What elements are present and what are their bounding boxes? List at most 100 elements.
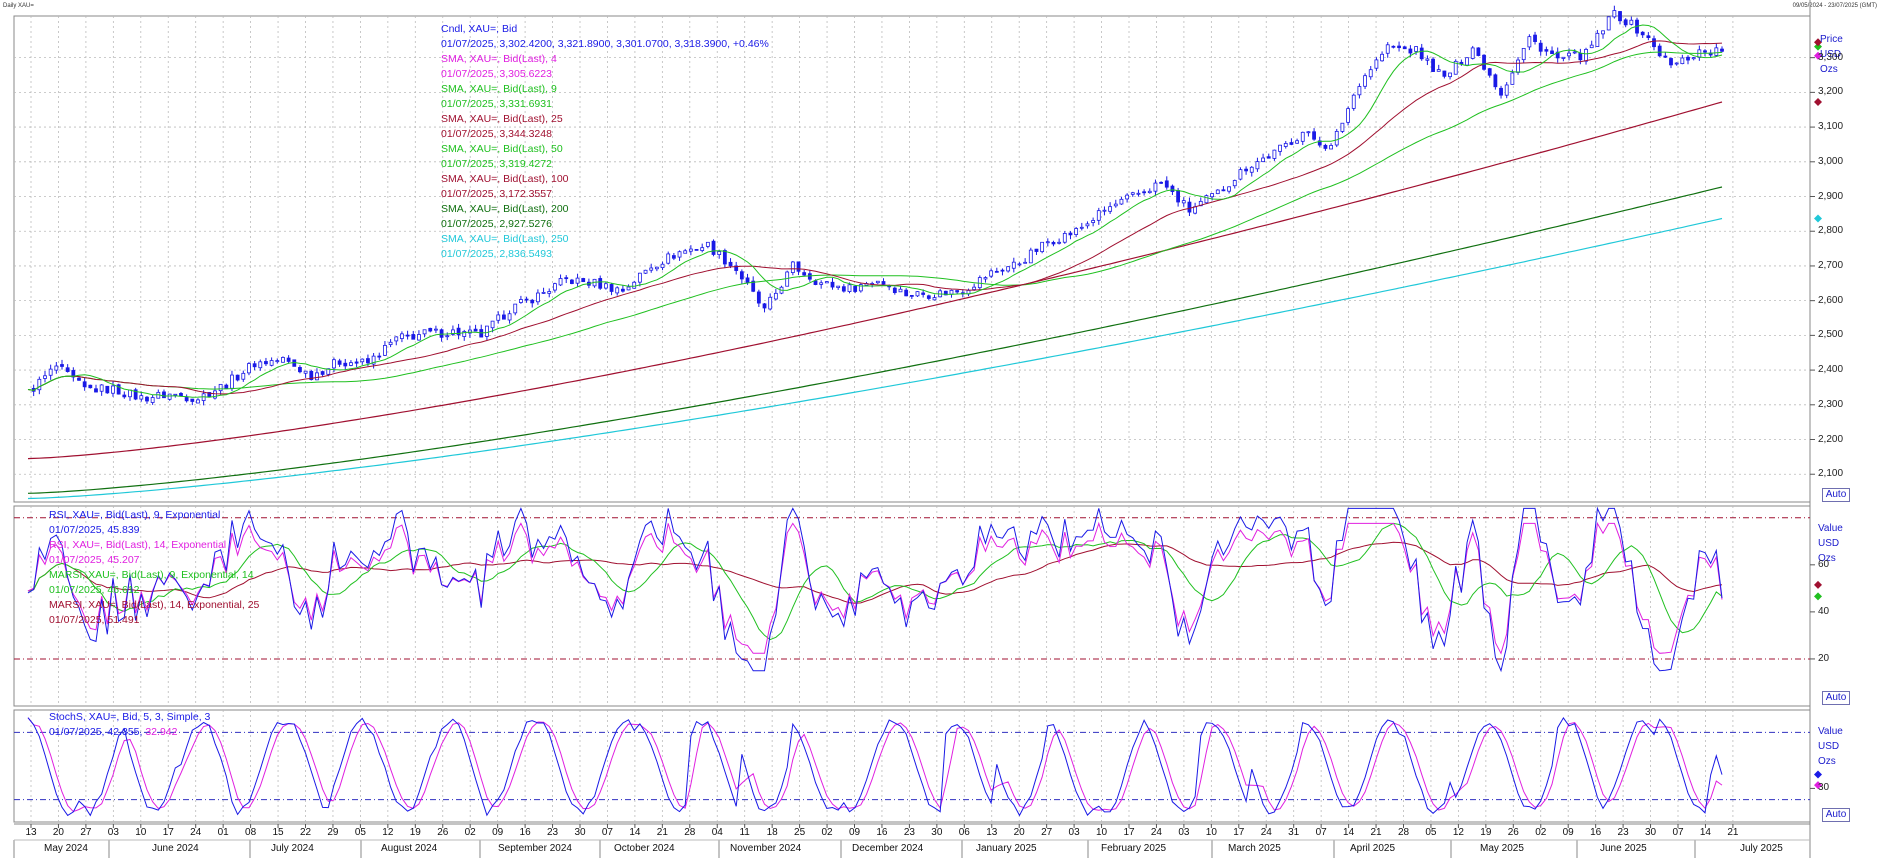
candle-body: [1085, 223, 1090, 227]
candle-body: [349, 362, 353, 366]
x-month-label: February 2025: [1101, 843, 1167, 854]
candle-body: [552, 283, 557, 291]
price-y-tick-label: 2,800: [1818, 225, 1844, 237]
rsi-auto-button[interactable]: Auto: [1822, 691, 1850, 705]
candle-body: [1113, 203, 1118, 207]
candle-body: [400, 333, 404, 339]
x-day-label: 14: [629, 827, 641, 838]
candle-body: [819, 282, 824, 285]
candle-body: [1255, 161, 1260, 170]
candle-body: [949, 289, 954, 295]
title-bar: Daily XAU= 09/05/2024 - 23/07/2025 (GMT): [0, 0, 1882, 14]
legend-entry: MARSI, XAU=, Bid(Last), 14, Exponential,…: [49, 599, 260, 611]
x-day-label: 23: [903, 827, 915, 838]
candle-body: [1272, 149, 1277, 159]
candle-body: [671, 255, 676, 259]
candle-body: [541, 292, 546, 294]
candle-body: [700, 247, 705, 251]
candle-body: [167, 393, 172, 400]
x-day-label: 17: [1233, 827, 1245, 838]
last-value-marker: [1814, 51, 1822, 60]
candle-body: [745, 277, 750, 283]
candle-body: [1289, 142, 1294, 145]
x-month-label: December 2024: [852, 843, 924, 854]
candle-body: [417, 334, 421, 341]
x-month-label: June 2025: [1600, 843, 1647, 854]
candle-body: [1703, 50, 1707, 53]
candle-body: [1391, 45, 1396, 48]
candle-body: [434, 328, 438, 331]
x-month-label: July 2025: [1740, 843, 1783, 854]
date-range: 09/05/2024 - 23/07/2025 (GMT): [1792, 3, 1877, 9]
candle-body: [1448, 72, 1452, 78]
candle-body: [37, 378, 42, 391]
x-day-label: 21: [1370, 827, 1382, 838]
candle-body: [422, 329, 427, 335]
x-day-label: 19: [1480, 827, 1492, 838]
x-day-label: 18: [766, 827, 778, 838]
x-day-label: 24: [1260, 827, 1272, 838]
legend-entry: SMA, XAU=, Bid(Last), 100: [441, 173, 569, 185]
candle-body: [105, 385, 110, 394]
x-day-label: 20: [52, 827, 64, 838]
x-day-label: 10: [135, 827, 147, 838]
candle-body: [82, 381, 87, 388]
legend-entry: SMA, XAU=, Bid(Last), 200: [441, 203, 569, 215]
candle-body: [722, 250, 727, 265]
candle-body: [332, 359, 336, 369]
x-month-label: July 2024: [271, 843, 314, 854]
stoch-auto-button[interactable]: Auto: [1822, 808, 1850, 822]
legend-entry: 01/07/2025, 3,331.6931: [441, 98, 552, 110]
candle-body: [802, 272, 807, 276]
legend-entry: RSI, XAU=, Bid(Last), 9, Exponential: [49, 509, 221, 521]
x-day-label: 30: [574, 827, 586, 838]
x-day-label: 16: [876, 827, 888, 838]
candle-body: [1714, 47, 1719, 56]
last-value-marker: [1814, 592, 1822, 601]
candle-body: [77, 377, 81, 381]
price-y-tick-label: 3,300: [1818, 51, 1844, 63]
candle-body: [309, 370, 314, 380]
last-value-marker: [1814, 214, 1822, 223]
candle-body: [139, 395, 144, 400]
candle-body: [145, 396, 149, 402]
x-month-label: November 2024: [730, 843, 802, 854]
candle-body: [1323, 144, 1328, 149]
candle-body: [1612, 10, 1617, 18]
x-day-label: 17: [1123, 827, 1135, 838]
candle-body: [892, 287, 897, 294]
legend-entry: SMA, XAU=, Bid(Last), 4: [441, 53, 557, 65]
candle-body: [841, 286, 846, 292]
candle-body: [507, 313, 512, 321]
x-day-label: 26: [1507, 827, 1519, 838]
last-value-marker: [1814, 580, 1822, 589]
candle-body: [1533, 34, 1537, 42]
x-day-label: 05: [354, 827, 366, 838]
x-day-label: 09: [1562, 827, 1574, 838]
candle-body: [603, 283, 608, 289]
candle-body: [1618, 11, 1622, 22]
candle-body: [1691, 57, 1696, 60]
candle-body: [858, 284, 863, 292]
candle-body: [1153, 182, 1158, 192]
candle-body: [1329, 145, 1333, 150]
candle-body: [162, 391, 166, 399]
x-day-label: 29: [327, 827, 339, 838]
x-day-label: 07: [1672, 827, 1684, 838]
x-day-label: 27: [1041, 827, 1053, 838]
sma-100-line: [27, 101, 1723, 460]
candle-body: [128, 389, 132, 398]
candle-body: [932, 297, 937, 301]
x-day-label: 20: [1013, 827, 1025, 838]
candle-body: [303, 370, 308, 374]
candle-body: [654, 266, 659, 270]
price-y-tick-label: 2,300: [1818, 398, 1844, 410]
price-y-tick-label: 2,400: [1818, 364, 1844, 376]
candle-body: [609, 284, 614, 292]
candle-body: [320, 371, 325, 375]
candle-body: [133, 389, 138, 400]
legend-entry: SMA, XAU=, Bid(Last), 250: [441, 233, 569, 245]
price-auto-button[interactable]: Auto: [1822, 488, 1850, 502]
candle-body: [581, 278, 586, 283]
